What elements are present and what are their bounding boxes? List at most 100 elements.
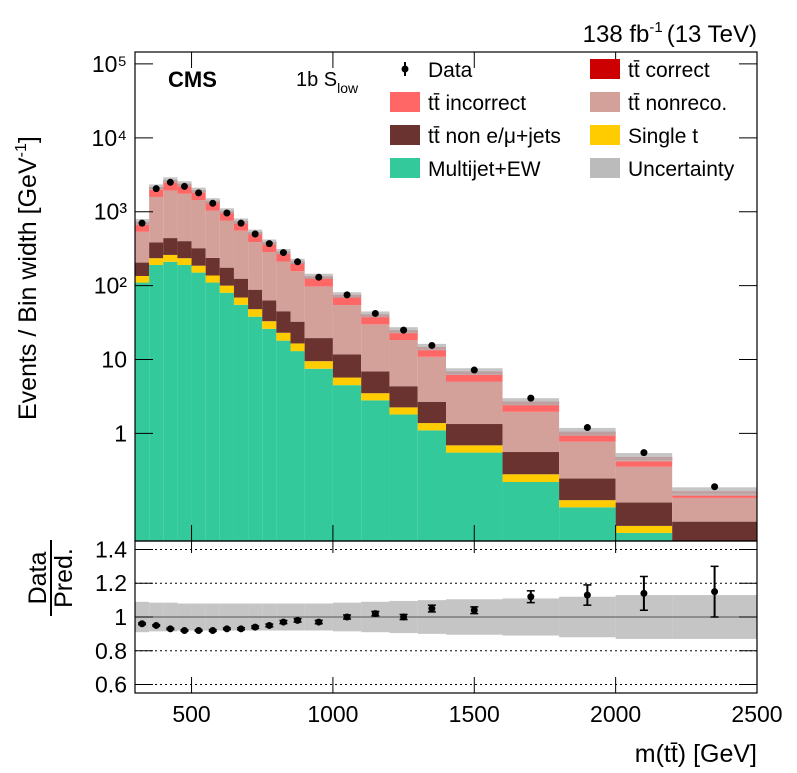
- data-point: [527, 394, 535, 402]
- stack-segment: [559, 441, 616, 479]
- stack-segment: [361, 317, 390, 325]
- stack-segment: [417, 430, 446, 541]
- stack-segment: [262, 300, 277, 322]
- data-point: [470, 366, 478, 374]
- stack-segment: [361, 324, 390, 372]
- legend-label: Single t: [628, 125, 698, 148]
- stack-segment: [446, 445, 503, 453]
- stack-segment: [233, 297, 249, 305]
- y-tick-label: 10⁵: [92, 51, 127, 77]
- ratio-point: [470, 606, 478, 614]
- stack-segment: [417, 356, 446, 402]
- legend-swatch: [590, 125, 620, 145]
- upper-panel: [135, 177, 757, 559]
- legend-swatch: [590, 59, 620, 79]
- uncertainty-band: [672, 487, 757, 496]
- x-tick-label: 500: [172, 701, 210, 727]
- ratio-point: [711, 588, 719, 596]
- data-point: [138, 219, 146, 227]
- stack-segment: [149, 265, 164, 541]
- stack-segment: [502, 452, 560, 475]
- stack-segment: [389, 407, 418, 415]
- stack-segment: [233, 223, 249, 231]
- stack-segment: [304, 361, 333, 369]
- legend-label: Uncertainty: [628, 158, 735, 181]
- data-point: [209, 199, 217, 207]
- stack-segment: [389, 386, 418, 408]
- stack-segment: [332, 377, 362, 386]
- data-point: [195, 189, 203, 197]
- stack-segment: [262, 321, 277, 329]
- legend-swatch: [390, 125, 420, 145]
- stack-segment: [304, 278, 333, 287]
- stack-segment: [361, 371, 390, 394]
- stack-segment: [248, 289, 263, 310]
- stack-segment: [163, 261, 178, 541]
- ratio-label-den: Pred.: [50, 548, 78, 608]
- data-point: [279, 249, 287, 257]
- stack-segment: [389, 414, 418, 541]
- ratio-point: [265, 621, 273, 629]
- stack-segment: [361, 393, 390, 401]
- x-tick-label: 2000: [590, 701, 641, 727]
- stack-segment: [502, 404, 560, 412]
- stack-segment: [290, 263, 305, 272]
- stack-segment: [446, 424, 503, 446]
- legend-swatch: [390, 92, 420, 112]
- stack-segment: [219, 292, 234, 541]
- stack-segment: [276, 254, 291, 262]
- data-point: [180, 182, 188, 190]
- legend-swatch: [590, 158, 620, 178]
- stack-segment: [149, 258, 164, 266]
- ratio-point: [223, 625, 231, 633]
- data-point: [583, 424, 591, 432]
- stack-segment: [559, 478, 616, 501]
- stack-segment: [149, 242, 164, 259]
- stack-segment: [248, 316, 263, 541]
- stack-segment: [233, 304, 249, 541]
- stack-segment: [163, 254, 178, 262]
- stack-segment: [191, 199, 206, 249]
- ratio-y-tick-label: 1: [114, 604, 127, 630]
- ratio-point: [166, 625, 174, 633]
- data-point: [315, 273, 323, 281]
- stack-segment: [615, 460, 673, 467]
- uncertainty-band: [502, 398, 560, 406]
- stack-segment: [672, 553, 757, 559]
- ratio-point: [180, 627, 188, 635]
- uncertainty-band: [559, 427, 616, 436]
- stack-segment: [177, 258, 192, 266]
- ratio-point: [428, 605, 436, 613]
- ratio-panel: [135, 548, 757, 686]
- stack-segment: [417, 401, 446, 424]
- stack-segment: [163, 238, 178, 255]
- x-tick-label: 1500: [449, 701, 500, 727]
- stack-segment: [290, 351, 305, 541]
- data-point: [371, 309, 379, 317]
- stack-segment: [205, 282, 220, 541]
- stack-segment: [135, 231, 150, 263]
- stack-segment: [417, 349, 446, 357]
- stack-segment: [389, 340, 418, 387]
- ratio-point: [315, 618, 323, 626]
- lumi-label: 138 fb-1 (13 TeV): [583, 19, 757, 48]
- ratio-point: [527, 593, 535, 601]
- stack-segment: [615, 532, 673, 541]
- stack-segment: [304, 368, 333, 541]
- stack-segment: [304, 338, 333, 362]
- ratio-point: [640, 589, 648, 597]
- stack-segment: [163, 190, 178, 239]
- stack-segment: [262, 244, 277, 253]
- stack-segment: [615, 502, 673, 526]
- stack-segment: [262, 328, 277, 541]
- ratio-point: [152, 621, 160, 629]
- stack-segment: [502, 474, 560, 483]
- stack-segment: [135, 224, 150, 232]
- stack-segment: [233, 278, 249, 298]
- stack-segment: [248, 234, 263, 243]
- ratio-point: [343, 613, 351, 621]
- ratio-y-tick-label: 1.4: [95, 536, 127, 562]
- stack-segment: [177, 186, 192, 194]
- category-label: 1b Slow: [296, 69, 359, 96]
- stack-segment: [304, 286, 333, 339]
